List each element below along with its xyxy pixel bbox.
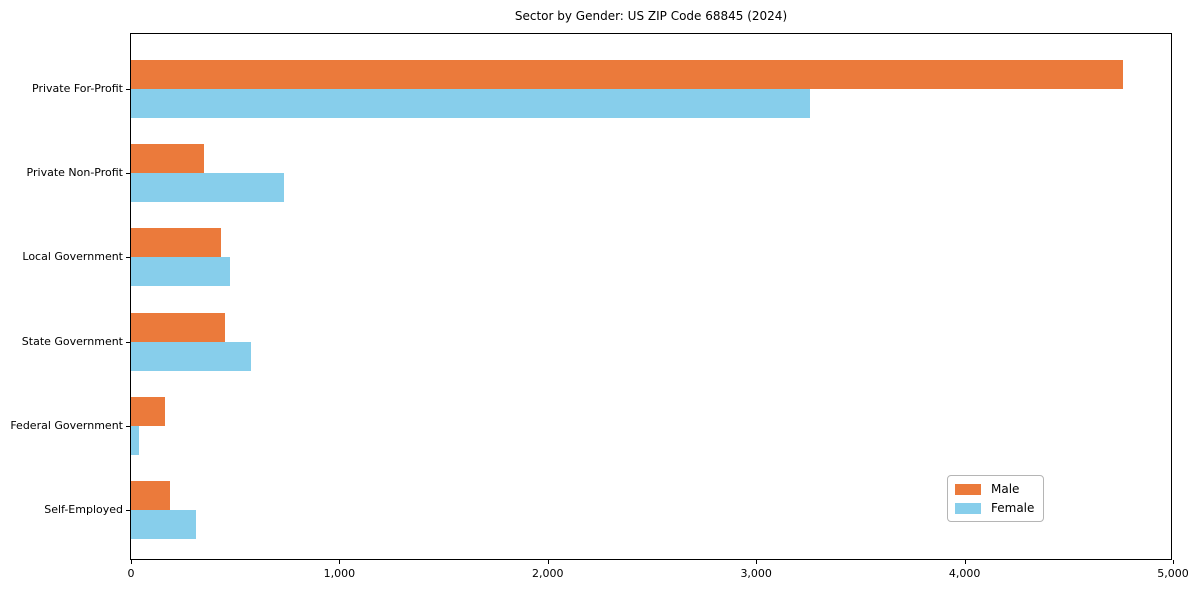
x-tick-1000 — [339, 560, 341, 564]
y-tick-federal-government — [126, 425, 130, 427]
bar-male-federal-government — [131, 396, 166, 426]
bar-female-self-employed — [131, 510, 196, 539]
x-tick-label-3000: 3,000 — [740, 567, 772, 580]
y-tick-label-federal-government: Federal Government — [10, 418, 123, 432]
x-tick-5000 — [1173, 560, 1174, 564]
legend-label-female: Female — [991, 501, 1035, 515]
bar-male-private-non-profit — [131, 144, 204, 174]
bar-male-self-employed — [131, 481, 170, 510]
legend-entry-male: Male — [955, 482, 1034, 496]
x-tick-label-2000: 2,000 — [532, 567, 564, 580]
x-tick-3000 — [756, 560, 758, 564]
chart-title: Sector by Gender: US ZIP Code 68845 (202… — [514, 9, 788, 23]
bar-female-federal-government — [131, 425, 140, 455]
bar-male-state-government — [131, 312, 225, 342]
y-tick-label-private-non-profit: Private Non-Profit — [26, 166, 123, 180]
bar-male-local-government — [131, 228, 221, 258]
y-tick-label-local-government: Local Government — [22, 250, 123, 264]
x-tick-0 — [131, 560, 132, 564]
x-tick-label-1000: 1,000 — [323, 567, 356, 580]
y-tick-label-state-government: State Government — [21, 334, 123, 348]
x-tick-2000 — [547, 560, 549, 564]
x-tick-label-5000: 5,000 — [1157, 567, 1189, 580]
y-tick-local-government — [126, 257, 130, 259]
legend-label-male: Male — [991, 482, 1020, 496]
bar-female-private-for-profit — [131, 89, 811, 118]
y-tick-state-government — [126, 341, 130, 343]
legend: Male Female — [947, 475, 1045, 522]
x-tick-label-4000: 4,000 — [948, 567, 981, 580]
bar-female-local-government — [131, 257, 230, 287]
legend-entry-female: Female — [955, 501, 1034, 515]
y-tick-label-private-for-profit: Private For-Profit — [32, 82, 123, 95]
male-series-swatch — [955, 483, 981, 495]
bar-male-private-for-profit — [131, 60, 1123, 89]
y-tick-self-employed — [126, 510, 130, 511]
x-tick-4000 — [964, 560, 966, 564]
bar-female-state-government — [131, 341, 251, 371]
female-series-swatch — [955, 502, 981, 514]
y-tick-private-non-profit — [126, 173, 130, 175]
plot-area: Private For-Profit Private Non-Profit Loca… — [10, 33, 1189, 580]
y-tick-private-for-profit — [126, 89, 130, 90]
x-tick-label-0: 0 — [127, 567, 135, 580]
y-tick-label-self-employed: Self-Employed — [44, 503, 123, 516]
bar-female-private-non-profit — [131, 173, 285, 203]
